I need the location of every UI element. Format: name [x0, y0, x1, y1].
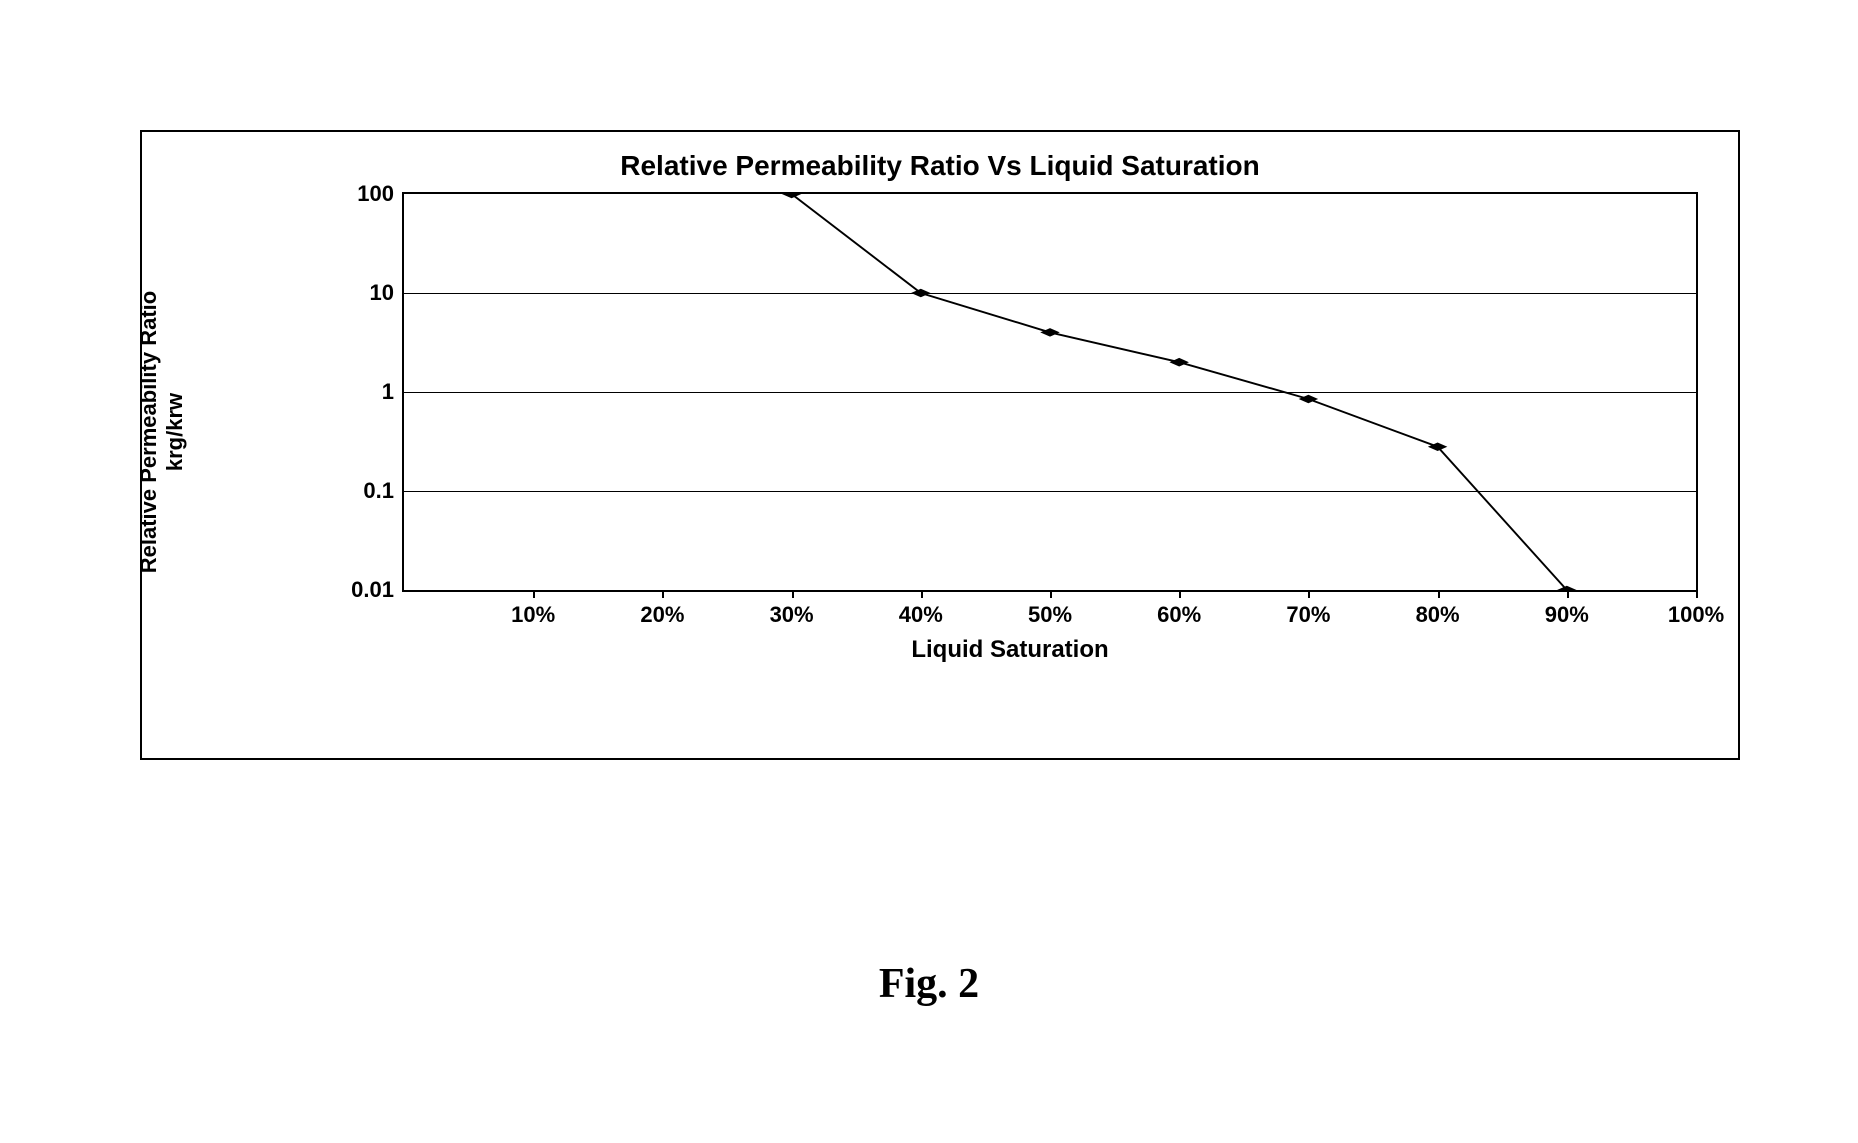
data-marker: [782, 194, 801, 198]
x-tick: [662, 590, 664, 598]
figure-caption: Fig. 2: [0, 960, 1858, 1008]
y-tick-label: 1: [382, 379, 394, 405]
x-tick-label: 40%: [899, 602, 943, 628]
x-tick-label: 80%: [1416, 602, 1460, 628]
y-axis-label-line1: Relative Permeability Ratio: [136, 291, 161, 573]
x-tick: [533, 590, 535, 598]
y-tick-label: 100: [357, 181, 394, 207]
gridline: [404, 293, 1696, 294]
chart-body: Relative Permeability Ratio krg/krw 0.01…: [322, 192, 1698, 672]
x-tick: [1308, 590, 1310, 598]
plot-area: 0.010.111010010%20%30%40%50%60%70%80%90%…: [402, 192, 1698, 592]
y-tick-label: 0.1: [363, 478, 394, 504]
x-tick: [921, 590, 923, 598]
gridline: [404, 392, 1696, 393]
x-tick-label: 60%: [1157, 602, 1201, 628]
x-tick: [1696, 590, 1698, 598]
x-tick-label: 70%: [1286, 602, 1330, 628]
plot-wrap: 0.010.111010010%20%30%40%50%60%70%80%90%…: [402, 192, 1698, 592]
x-axis-label: Liquid Saturation: [322, 636, 1698, 664]
x-tick-label: 100%: [1668, 602, 1724, 628]
y-axis-label: Relative Permeability Ratio krg/krw: [136, 232, 188, 632]
x-tick: [1438, 590, 1440, 598]
x-tick-label: 30%: [770, 602, 814, 628]
y-tick-label: 0.01: [351, 577, 394, 603]
x-tick-label: 50%: [1028, 602, 1072, 628]
x-tick-label: 20%: [640, 602, 684, 628]
chart-frame: Relative Permeability Ratio Vs Liquid Sa…: [140, 130, 1740, 760]
data-marker: [1169, 358, 1188, 367]
y-axis-label-line2: krg/krw: [162, 232, 188, 632]
x-tick: [1179, 590, 1181, 598]
x-tick: [1567, 590, 1569, 598]
y-tick-label: 10: [370, 280, 394, 306]
x-tick-label: 10%: [511, 602, 555, 628]
x-tick: [792, 590, 794, 598]
x-tick: [1050, 590, 1052, 598]
x-tick-label: 90%: [1545, 602, 1589, 628]
gridline: [404, 491, 1696, 492]
